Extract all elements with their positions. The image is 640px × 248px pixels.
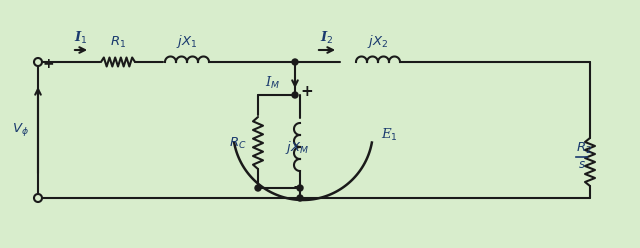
Text: $jX_1$: $jX_1$	[177, 33, 198, 51]
Text: $R_1$: $R_1$	[110, 34, 126, 50]
Text: −: −	[42, 190, 54, 204]
Text: $R_C$: $R_C$	[229, 135, 247, 151]
Text: $jX_2$: $jX_2$	[367, 33, 388, 51]
Text: $s$: $s$	[578, 158, 586, 172]
Text: I$_1$: I$_1$	[74, 30, 88, 46]
Circle shape	[255, 185, 261, 191]
Text: I$_M$: I$_M$	[266, 75, 281, 91]
Circle shape	[292, 92, 298, 98]
Text: E$_1$: E$_1$	[381, 127, 398, 143]
Text: +: +	[301, 84, 314, 98]
Text: −: −	[292, 179, 304, 193]
Text: $jX_M$: $jX_M$	[285, 138, 309, 155]
Text: $V_\phi$: $V_\phi$	[12, 122, 28, 138]
Circle shape	[297, 185, 303, 191]
Text: I$_2$: I$_2$	[320, 30, 334, 46]
Text: +: +	[42, 57, 54, 71]
Text: $R_2$: $R_2$	[576, 140, 592, 155]
Circle shape	[292, 59, 298, 65]
Circle shape	[297, 195, 303, 201]
